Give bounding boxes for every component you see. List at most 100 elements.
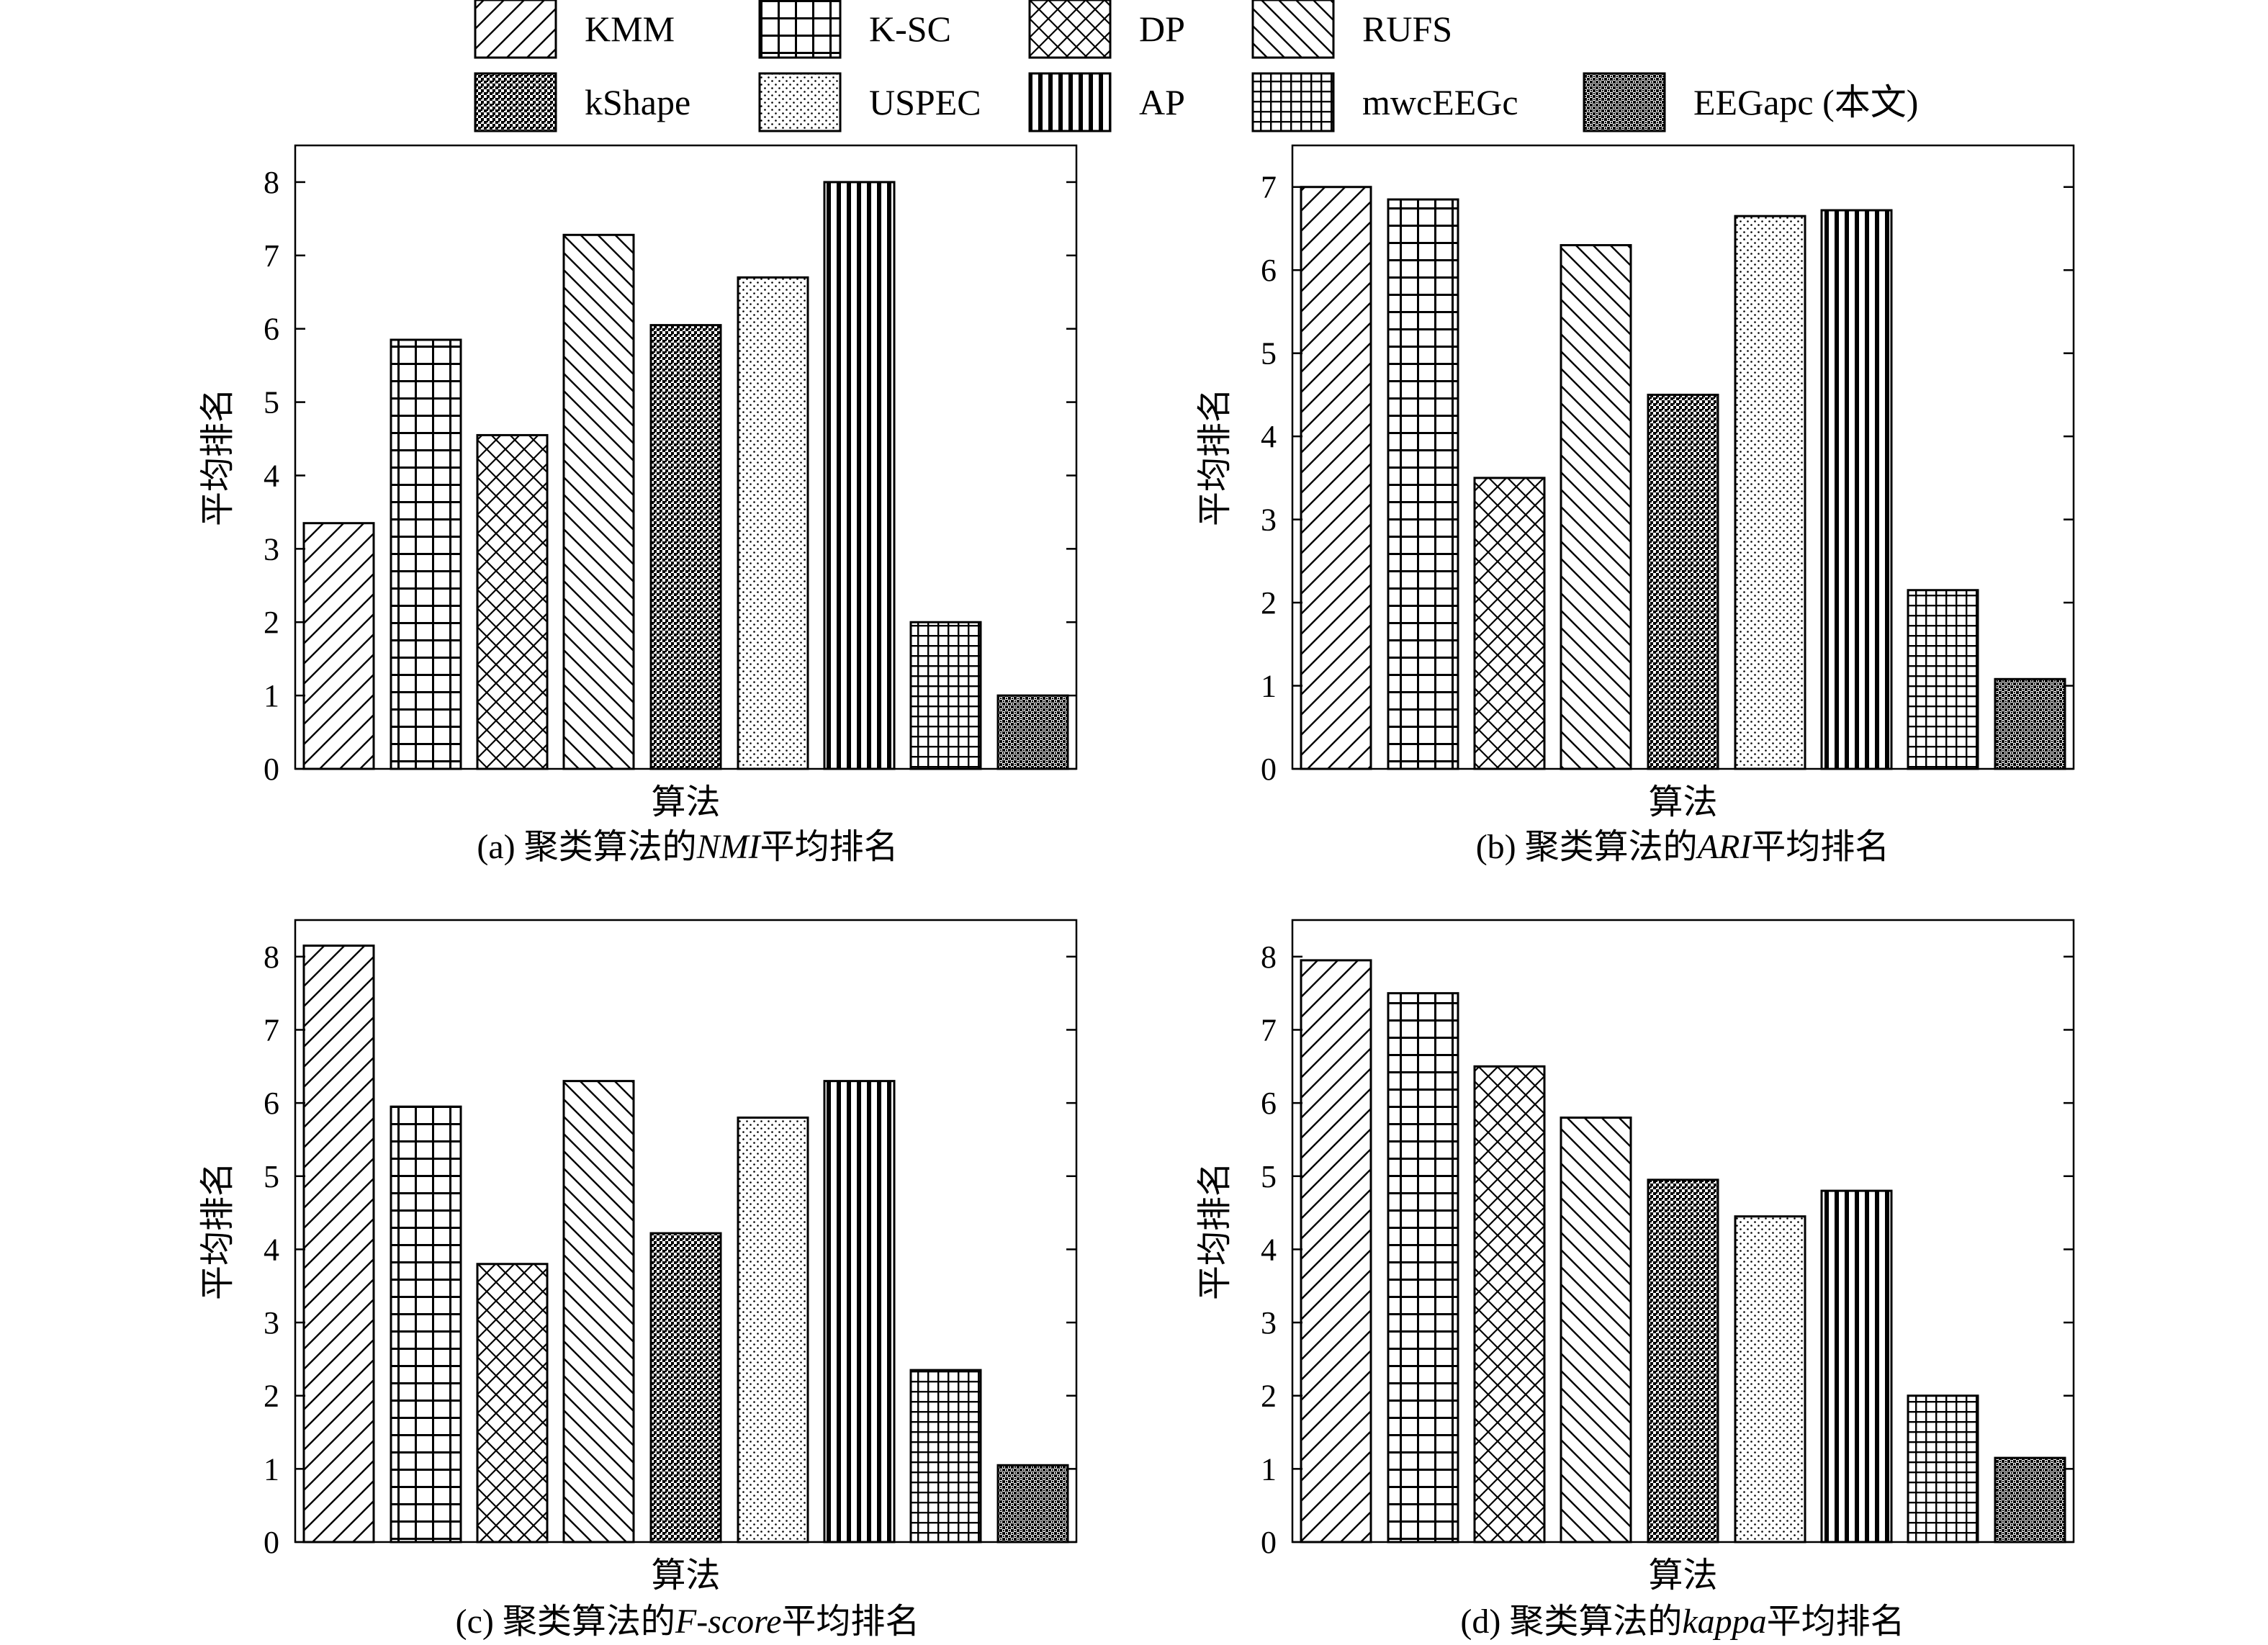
panel-caption: (b) 聚类算法的ARI平均排名 xyxy=(1476,828,1890,866)
y-tick-label: 2 xyxy=(264,605,279,640)
y-axis-label: 平均排名 xyxy=(1196,1162,1234,1300)
y-tick-label: 2 xyxy=(1261,585,1277,621)
y-tick-label: 4 xyxy=(264,458,279,493)
caption-prefix: (c) 聚类算法的 xyxy=(456,1603,675,1641)
legend-swatch xyxy=(1028,0,1112,59)
y-tick-label: 8 xyxy=(264,165,279,200)
y-tick-label: 0 xyxy=(1261,752,1277,787)
legend-swatch xyxy=(1028,72,1112,132)
bar-k-sc xyxy=(1387,992,1459,1543)
bar-ap xyxy=(1820,1189,1893,1543)
legend-item: USPEC xyxy=(758,72,981,132)
y-tick-label: 3 xyxy=(264,531,279,567)
legend-item: RUFS xyxy=(1251,0,1452,59)
bar-dp xyxy=(1473,477,1546,770)
y-tick-label: 7 xyxy=(1261,1012,1277,1047)
legend: KMM K-SC DP RUFS kShape USPEC AP mwcEEGc EEGapc … xyxy=(474,0,1918,132)
legend-label: AP xyxy=(1139,82,1185,122)
legend-item: mwcEEGc xyxy=(1251,72,1518,132)
y-tick-label: 5 xyxy=(264,385,279,420)
plot-frame xyxy=(1291,144,2075,770)
legend-swatch xyxy=(1251,72,1335,132)
y-tick-label: 0 xyxy=(264,1525,279,1560)
y-tick-label: 4 xyxy=(1261,419,1277,454)
legend-label: kShape xyxy=(585,82,690,122)
bar-kmm xyxy=(1300,959,1372,1543)
y-tick-label: 0 xyxy=(264,752,279,787)
bar-ap xyxy=(1820,209,1893,770)
legend-item: KMM xyxy=(474,0,675,59)
legend-item: AP xyxy=(1028,72,1185,132)
y-tick-label: 4 xyxy=(1261,1232,1277,1267)
y-tick-label: 7 xyxy=(264,1012,279,1047)
y-tick-label: 1 xyxy=(264,1451,279,1487)
y-axis-label: 平均排名 xyxy=(199,388,237,526)
caption-suffix: 平均排名 xyxy=(1751,828,1889,866)
panel-caption: (d) 聚类算法的kappa平均排名 xyxy=(1460,1603,1904,1641)
plot-frame xyxy=(1291,919,2075,1543)
bar-kshape xyxy=(1647,393,1719,770)
plot-frame xyxy=(294,919,1078,1543)
y-tick-label: 6 xyxy=(264,1086,279,1121)
y-tick-label: 3 xyxy=(264,1305,279,1340)
y-tick-label: 4 xyxy=(264,1232,279,1267)
y-tick-label: 2 xyxy=(1261,1379,1277,1414)
bar-k-sc xyxy=(1387,198,1459,770)
bar-uspec xyxy=(737,1116,809,1543)
caption-prefix: (d) 聚类算法的 xyxy=(1460,1603,1682,1641)
y-tick-label: 6 xyxy=(1261,1086,1277,1121)
bar-kshape xyxy=(649,1232,722,1543)
y-axis-label: 平均排名 xyxy=(1196,388,1234,526)
bar-rufs xyxy=(562,1080,635,1543)
y-tick-label: 5 xyxy=(1261,1159,1277,1194)
bar-mwceegc xyxy=(1907,589,1979,770)
legend-label: DP xyxy=(1139,9,1185,49)
y-tick-label: 1 xyxy=(264,678,279,713)
legend-swatch xyxy=(758,72,842,132)
bar-dp xyxy=(476,433,549,770)
y-axis-label: 平均排名 xyxy=(199,1162,237,1300)
caption-metric: kappa xyxy=(1682,1603,1766,1641)
caption-prefix: (b) 聚类算法的 xyxy=(1476,828,1698,866)
bar-kshape xyxy=(649,324,722,770)
y-tick-label: 2 xyxy=(264,1379,279,1414)
y-tick-label: 8 xyxy=(264,939,279,975)
legend-label: RUFS xyxy=(1362,9,1452,49)
caption-suffix: 平均排名 xyxy=(781,1603,919,1641)
caption-suffix: 平均排名 xyxy=(1767,1603,1905,1641)
legend-item: kShape xyxy=(474,72,690,132)
bar-k-sc xyxy=(390,1105,462,1543)
caption-prefix: (a) 聚类算法的 xyxy=(477,828,696,866)
bar-rufs xyxy=(562,233,635,770)
legend-label: KMM xyxy=(585,9,675,49)
y-tick-label: 3 xyxy=(1261,502,1277,538)
legend-item: EEGapc (本文) xyxy=(1583,72,1918,132)
caption-metric: F-score xyxy=(675,1603,782,1641)
legend-label: USPEC xyxy=(869,82,981,122)
x-axis-label: 算法 xyxy=(1648,1556,1717,1595)
bar-kshape xyxy=(1647,1178,1719,1543)
y-tick-label: 1 xyxy=(1261,669,1277,704)
y-tick-label: 3 xyxy=(1261,1305,1277,1340)
legend-label: K-SC xyxy=(869,9,951,49)
legend-item: K-SC xyxy=(758,0,951,59)
x-axis-label: 算法 xyxy=(651,1556,720,1595)
bar-k-sc xyxy=(390,338,462,770)
legend-label: mwcEEGc xyxy=(1362,82,1518,122)
bar-uspec xyxy=(1734,1215,1806,1543)
legend-label: EEGapc (本文) xyxy=(1693,82,1918,122)
y-tick-label: 6 xyxy=(264,312,279,347)
caption-suffix: 平均排名 xyxy=(760,828,899,866)
y-tick-label: 5 xyxy=(1261,336,1277,371)
x-axis-label: 算法 xyxy=(1648,783,1717,821)
bar-kmm xyxy=(1300,186,1372,770)
bar-uspec xyxy=(737,276,809,770)
y-tick-label: 1 xyxy=(1261,1451,1277,1487)
bar-dp xyxy=(476,1263,549,1543)
caption-metric: ARI xyxy=(1696,828,1753,866)
y-tick-label: 7 xyxy=(1261,170,1277,205)
y-tick-label: 0 xyxy=(1261,1525,1277,1560)
bar-mwceegc xyxy=(909,621,982,770)
